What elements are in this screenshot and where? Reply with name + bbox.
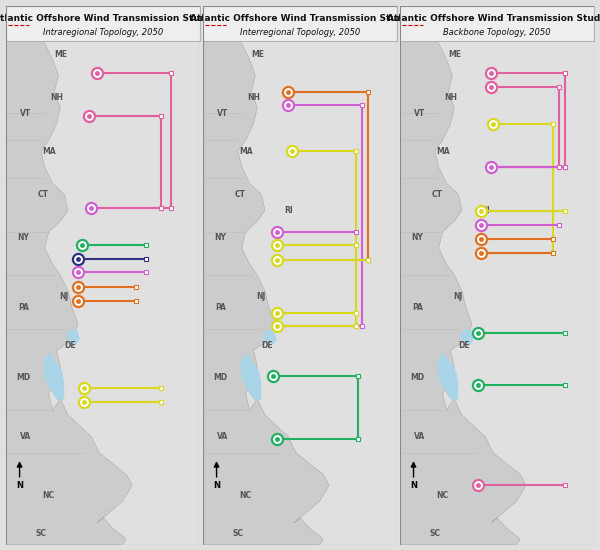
Text: ME: ME — [251, 50, 264, 58]
FancyBboxPatch shape — [400, 6, 594, 41]
Text: VT: VT — [20, 109, 31, 118]
Text: VT: VT — [414, 109, 425, 118]
Text: NC: NC — [437, 492, 449, 500]
Polygon shape — [45, 370, 64, 402]
Text: SC: SC — [232, 529, 244, 538]
Text: NJ: NJ — [257, 292, 266, 301]
Text: RI: RI — [284, 206, 293, 215]
Text: NH: NH — [247, 92, 260, 102]
Text: NJ: NJ — [59, 292, 69, 301]
Text: MD: MD — [214, 373, 227, 382]
Text: DE: DE — [64, 340, 76, 350]
Text: MA: MA — [239, 146, 253, 156]
Text: Intraregional Topology, 2050: Intraregional Topology, 2050 — [43, 28, 163, 37]
Polygon shape — [203, 6, 329, 544]
Text: NY: NY — [412, 233, 424, 242]
Polygon shape — [400, 6, 526, 544]
Text: DE: DE — [261, 340, 273, 350]
Text: Atlantic Offshore Wind Transmission Study: Atlantic Offshore Wind Transmission Stud… — [190, 14, 410, 24]
Text: CT: CT — [235, 190, 245, 199]
FancyBboxPatch shape — [6, 6, 200, 41]
Text: NC: NC — [43, 492, 55, 500]
Text: MA: MA — [436, 146, 449, 156]
Text: ME: ME — [54, 50, 67, 58]
Text: N: N — [16, 481, 23, 490]
Text: MD: MD — [410, 373, 424, 382]
Text: Backbone Topology, 2050: Backbone Topology, 2050 — [443, 28, 551, 37]
Text: NJ: NJ — [454, 292, 463, 301]
Text: PA: PA — [215, 303, 226, 312]
Text: SC: SC — [430, 529, 440, 538]
Polygon shape — [66, 329, 80, 345]
Text: PA: PA — [18, 303, 29, 312]
Text: MA: MA — [42, 146, 56, 156]
Polygon shape — [437, 353, 458, 388]
Text: Atlantic Offshore Wind Transmission Study: Atlantic Offshore Wind Transmission Stud… — [388, 14, 600, 24]
Text: NY: NY — [214, 233, 226, 242]
Text: CT: CT — [37, 190, 49, 199]
Text: CT: CT — [431, 190, 442, 199]
Polygon shape — [263, 329, 277, 345]
Text: PA: PA — [412, 303, 423, 312]
Text: RI: RI — [481, 206, 490, 215]
Text: VA: VA — [20, 432, 31, 441]
Polygon shape — [43, 353, 64, 388]
Polygon shape — [242, 370, 261, 402]
Text: Interregional Topology, 2050: Interregional Topology, 2050 — [240, 28, 360, 37]
FancyBboxPatch shape — [203, 6, 397, 41]
Text: RI: RI — [87, 206, 96, 215]
Text: N: N — [410, 481, 417, 490]
Text: VA: VA — [414, 432, 425, 441]
Text: N: N — [213, 481, 220, 490]
Text: MD: MD — [16, 373, 31, 382]
Text: SC: SC — [35, 529, 46, 538]
Polygon shape — [439, 370, 458, 402]
Text: Atlantic Offshore Wind Transmission Study: Atlantic Offshore Wind Transmission Stud… — [0, 14, 212, 24]
Text: NH: NH — [50, 92, 63, 102]
Polygon shape — [460, 329, 473, 345]
Polygon shape — [240, 353, 261, 388]
Text: NC: NC — [239, 492, 252, 500]
Text: DE: DE — [458, 340, 470, 350]
Polygon shape — [6, 6, 132, 544]
Text: ME: ME — [448, 50, 461, 58]
Text: NH: NH — [444, 92, 457, 102]
Text: NY: NY — [17, 233, 29, 242]
Text: VA: VA — [217, 432, 228, 441]
Text: VT: VT — [217, 109, 228, 118]
